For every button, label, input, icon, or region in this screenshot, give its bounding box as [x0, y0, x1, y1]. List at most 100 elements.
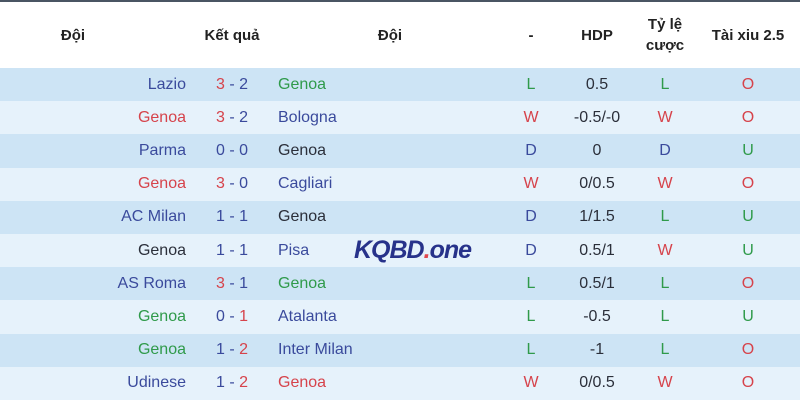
handicap: 0/0.5 — [579, 374, 615, 392]
table-row[interactable]: AC Milan 1 - 1 Genoa D 1/1.5 L U — [0, 200, 800, 234]
header-over-under: Tài xiu 2.5 — [711, 26, 785, 44]
over-under: O — [741, 175, 755, 193]
score: 0 - 1 — [200, 300, 264, 333]
match-list: Lazio 3 - 2 Genoa L 0.5 L O Genoa 3 - 2 Bologna W -… — [0, 68, 800, 400]
table-row[interactable]: Genoa 3 - 2 Bologna W -0.5/-0 W O — [0, 101, 800, 135]
home-score: 3 — [215, 108, 225, 126]
over-under: O — [741, 341, 755, 359]
away-team[interactable]: Genoa — [278, 374, 327, 392]
handicap: 0.5 — [585, 75, 609, 93]
home-team[interactable]: Genoa — [137, 241, 186, 259]
away-team[interactable]: Genoa — [278, 274, 327, 292]
header-odds: Tỷ lệ cược — [630, 2, 700, 68]
home-team[interactable]: Parma — [138, 141, 186, 159]
odds-result: W — [657, 175, 673, 193]
over-under: U — [742, 307, 754, 325]
home-score: 3 — [215, 274, 225, 292]
score-separator: - — [224, 241, 240, 259]
odds-result: L — [660, 75, 670, 93]
score-separator: - — [224, 75, 240, 93]
header-away-team: Đội — [377, 26, 403, 44]
table-row[interactable]: Parma 0 - 0 Genoa D 0 D U — [0, 134, 800, 168]
header-outcome: - — [528, 26, 534, 44]
table-row[interactable]: Genoa 0 - 1 Atalanta L -0.5 L U — [0, 300, 800, 334]
away-score: 0 — [239, 175, 249, 193]
away-score: 2 — [239, 374, 249, 392]
home-team[interactable]: Lazio — [147, 75, 186, 93]
odds-result: D — [659, 141, 671, 159]
handicap: -0.5/-0 — [573, 108, 621, 126]
over-under: O — [741, 274, 755, 292]
home-team[interactable]: Genoa — [137, 175, 186, 193]
logo-text: KQBD — [354, 236, 425, 264]
away-score: 0 — [239, 141, 249, 159]
home-score: 1 — [215, 208, 225, 226]
score-separator: - — [224, 274, 240, 292]
handicap: 0.5/1 — [579, 241, 615, 259]
score: 1 - 2 — [200, 334, 264, 367]
match-outcome: D — [525, 141, 537, 159]
home-score: 3 — [215, 75, 225, 93]
table-row[interactable]: Genoa 1 - 1 Pisa D 0.5/1 W U — [0, 233, 800, 268]
home-score: 3 — [215, 175, 225, 193]
away-team[interactable]: Genoa — [278, 141, 327, 159]
table-row[interactable]: Genoa 3 - 0 Cagliari W 0/0.5 W O — [0, 167, 800, 201]
table-row[interactable]: AS Roma 3 - 1 Genoa L 0.5/1 L O — [0, 267, 800, 301]
table-row[interactable]: Udinese 1 - 2 Genoa W 0/0.5 W O — [0, 366, 800, 400]
home-team[interactable]: Genoa — [137, 108, 186, 126]
home-score: 1 — [215, 374, 225, 392]
away-score: 1 — [239, 274, 249, 292]
match-outcome: L — [526, 75, 536, 93]
over-under: U — [742, 141, 754, 159]
header-result: Kết quả — [204, 26, 260, 44]
over-under: U — [742, 208, 754, 226]
away-score: 2 — [239, 341, 249, 359]
score-separator: - — [224, 307, 240, 325]
score-separator: - — [224, 208, 240, 226]
score: 0 - 0 — [200, 134, 264, 167]
score: 3 - 1 — [200, 267, 264, 300]
score-separator: - — [224, 374, 240, 392]
home-score: 1 — [215, 341, 225, 359]
away-team[interactable]: Cagliari — [278, 175, 333, 193]
match-outcome: W — [523, 108, 539, 126]
table-row[interactable]: Lazio 3 - 2 Genoa L 0.5 L O — [0, 68, 800, 102]
home-team[interactable]: Genoa — [137, 341, 186, 359]
home-team[interactable]: Genoa — [137, 307, 186, 325]
away-score: 2 — [239, 75, 249, 93]
score: 1 - 1 — [200, 234, 264, 267]
handicap: 0 — [592, 141, 602, 159]
handicap: 0/0.5 — [579, 175, 615, 193]
away-team[interactable]: Atalanta — [278, 307, 337, 325]
over-under: O — [741, 108, 755, 126]
odds-result: L — [660, 208, 670, 226]
over-under: O — [741, 75, 755, 93]
over-under: U — [742, 241, 754, 259]
score: 3 - 0 — [200, 168, 264, 201]
away-team[interactable]: Genoa — [278, 208, 327, 226]
kqbd-watermark-logo: KQBD.one — [354, 236, 472, 265]
handicap: 0.5/1 — [579, 274, 615, 292]
score: 1 - 1 — [200, 201, 264, 234]
home-team[interactable]: AS Roma — [117, 274, 186, 292]
away-team[interactable]: Genoa — [278, 75, 327, 93]
score-separator: - — [224, 141, 240, 159]
header-home-team: Đội — [60, 26, 86, 44]
header-odds-line1: Tỷ lệ — [647, 16, 683, 33]
table-row[interactable]: Genoa 1 - 2 Inter Milan L -1 L O — [0, 333, 800, 367]
away-score: 2 — [239, 108, 249, 126]
match-outcome: L — [526, 307, 536, 325]
home-team[interactable]: AC Milan — [121, 208, 186, 226]
away-team[interactable]: Pisa — [278, 241, 310, 259]
table-header: Đội Kết quả Đội - HDP Tỷ lệ cược Tài xiu… — [0, 2, 800, 68]
away-team[interactable]: Inter Milan — [278, 341, 353, 359]
away-score: 1 — [239, 208, 249, 226]
logo-tail: one — [429, 236, 472, 264]
score-separator: - — [224, 341, 240, 359]
logo-dot: . — [423, 236, 431, 264]
away-team[interactable]: Bologna — [278, 108, 337, 126]
home-team[interactable]: Udinese — [127, 374, 186, 392]
odds-result: W — [657, 108, 673, 126]
match-outcome: L — [526, 341, 536, 359]
match-outcome: L — [526, 274, 536, 292]
